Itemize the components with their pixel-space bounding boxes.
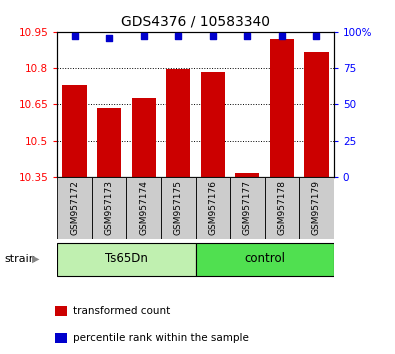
Text: GSM957178: GSM957178 (277, 180, 286, 235)
Text: GSM957174: GSM957174 (139, 180, 148, 235)
Point (71, 33, 78, 39)
Text: GSM957179: GSM957179 (312, 180, 321, 235)
Point (244, 33, 250, 39)
Bar (92, 177, 126, 239)
Point (106, 35, 112, 40)
Bar (126, 177, 161, 239)
Bar (265, 177, 299, 239)
Text: GDS4376 / 10583340: GDS4376 / 10583340 (121, 14, 270, 28)
Bar (62, 85, 87, 177)
Bar (299, 177, 334, 239)
Point (175, 33, 181, 39)
Bar (57, 177, 92, 239)
Bar (132, 98, 156, 177)
Text: GSM957175: GSM957175 (174, 180, 183, 235)
Bar (161, 177, 196, 239)
Text: GSM957177: GSM957177 (243, 180, 252, 235)
Text: ▶: ▶ (32, 253, 40, 264)
Bar (166, 69, 190, 177)
Point (279, 33, 285, 39)
Point (210, 33, 216, 39)
Text: GSM957172: GSM957172 (70, 180, 79, 235)
Text: Ts65Dn: Ts65Dn (105, 252, 148, 265)
Bar (196, 177, 230, 239)
Bar (201, 72, 225, 177)
Text: percentile rank within the sample: percentile rank within the sample (73, 333, 248, 343)
Bar (55, 333, 67, 343)
Point (313, 33, 320, 39)
Bar (55, 306, 67, 316)
Text: GSM957176: GSM957176 (208, 180, 217, 235)
Bar (305, 52, 329, 177)
Point (141, 33, 147, 39)
Bar (97, 108, 121, 177)
Text: transformed count: transformed count (73, 306, 170, 316)
Text: strain: strain (4, 253, 36, 264)
Bar (235, 173, 260, 177)
Bar (270, 39, 294, 177)
Text: GSM957173: GSM957173 (105, 180, 114, 235)
Bar (196, 242, 334, 276)
Bar (230, 177, 265, 239)
Text: control: control (244, 252, 285, 265)
Bar (57, 242, 196, 276)
